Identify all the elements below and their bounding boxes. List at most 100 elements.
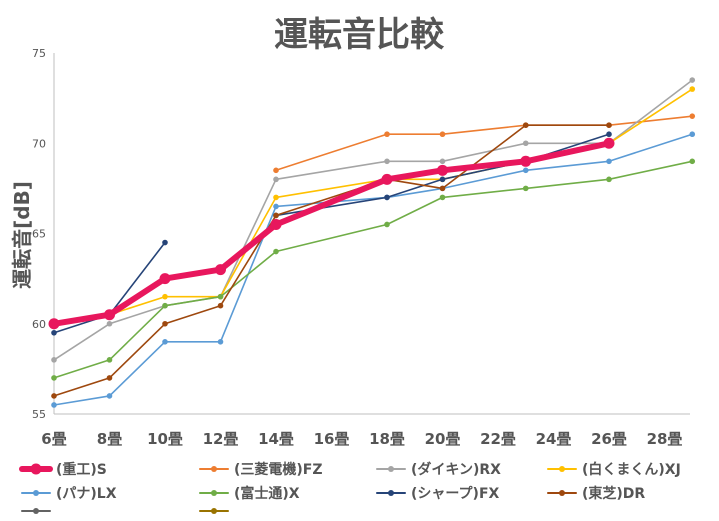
data-point (606, 158, 612, 165)
y-tick-label: 70 (32, 137, 46, 150)
legend-item: (白くまくん)XJ (547, 461, 681, 478)
data-point (384, 131, 390, 138)
data-point (689, 113, 696, 119)
series (48, 137, 615, 330)
data-point (381, 173, 393, 185)
x-tick-label: 6畳 (41, 430, 66, 448)
data-point (522, 140, 529, 147)
legend-swatch-marker (33, 490, 39, 496)
data-point (106, 320, 113, 327)
data-point (104, 309, 115, 321)
data-point (522, 185, 529, 192)
y-tick-label: 65 (32, 228, 46, 241)
data-point (606, 131, 612, 138)
x-tick-label: 22畳 (480, 430, 516, 448)
data-point (51, 357, 57, 363)
data-point (51, 393, 57, 399)
series-line (53, 133, 694, 406)
x-tick-label: 10畳 (147, 430, 183, 448)
legend-item: (富士通)X (199, 485, 300, 502)
legend-item: (ダイキン)RX (376, 461, 501, 478)
data-point (215, 264, 226, 276)
data-point (273, 212, 279, 219)
legend-item: (三菱電機)FZ (199, 461, 323, 478)
legend-item: (シャープ)FX (376, 486, 500, 502)
legend-label: (白くまくん)XJ (582, 461, 681, 478)
x-tick-label: 14畳 (258, 430, 294, 448)
legend-label: (東芝)DR (582, 485, 645, 502)
legend-swatch-marker (388, 490, 394, 496)
x-tick-label: 20畳 (425, 430, 461, 448)
legend-swatch-marker (559, 490, 565, 496)
data-point (217, 339, 224, 345)
legend-item: (東芝)DR (547, 485, 645, 502)
data-point (106, 357, 113, 363)
data-point (606, 176, 612, 183)
data-point (384, 221, 390, 228)
data-point (162, 239, 168, 246)
data-point (439, 176, 446, 183)
series (51, 77, 696, 363)
data-point (384, 194, 390, 201)
data-point (273, 194, 279, 201)
data-point (162, 320, 168, 327)
data-point (689, 131, 696, 138)
x-tick-label: 8畳 (97, 430, 122, 448)
legend-item (21, 508, 51, 514)
y-ticks: 55 60 65 70 75 (32, 47, 46, 421)
data-point (520, 155, 532, 167)
data-point (51, 375, 57, 381)
legend-label: (パナ)LX (56, 486, 117, 502)
legend-swatch-marker (33, 508, 39, 514)
data-point (217, 293, 224, 300)
data-point (106, 393, 113, 399)
data-point (606, 122, 612, 128)
legend-item: (パナ)LX (21, 486, 117, 502)
legend-item (199, 508, 229, 514)
legend-swatch-marker (211, 466, 217, 472)
data-point (270, 218, 282, 230)
data-point (162, 302, 168, 309)
y-tick-label: 55 (32, 408, 46, 421)
data-point (159, 273, 171, 285)
data-point (603, 137, 615, 149)
legend-label: (重工)S (56, 461, 107, 478)
data-point (689, 86, 696, 92)
legend-swatch-marker (211, 490, 217, 496)
legend-item: (重工)S (19, 461, 107, 478)
data-point (273, 248, 279, 255)
series-line (275, 115, 694, 172)
data-point (439, 185, 446, 192)
x-tick-label: 18畳 (369, 430, 405, 448)
data-point (384, 158, 390, 165)
x-tick-label: 16畳 (314, 430, 350, 448)
legend-label: (シャープ)FX (411, 486, 500, 502)
legend-swatch-marker (388, 466, 394, 472)
series-layer (48, 77, 696, 408)
data-point (51, 329, 57, 336)
series-line (53, 79, 694, 361)
data-point (689, 77, 696, 83)
x-ticks: 6畳 8畳 10畳 12畳 14畳 16畳 18畳 20畳 22畳 24畳 26畳 28畳 (41, 430, 682, 448)
data-point (48, 318, 60, 330)
series-line (53, 160, 694, 379)
data-point (106, 375, 113, 381)
data-point (437, 164, 448, 176)
data-point (439, 131, 446, 138)
legend: (重工)S (三菱電機)FZ (ダイキン)RX (白くまくん)XJ (パナ)LX (富士通… (19, 461, 681, 514)
data-point (273, 167, 279, 174)
data-point (217, 302, 224, 309)
legend-label: (富士通)X (234, 485, 300, 502)
x-tick-label: 12畳 (203, 430, 239, 448)
legend-label: (三菱電機)FZ (234, 461, 323, 478)
data-point (273, 176, 279, 183)
chart-title: 運転音比較 (274, 15, 445, 55)
series (51, 131, 696, 408)
y-tick-label: 60 (32, 318, 46, 331)
data-point (439, 158, 446, 165)
data-point (162, 293, 168, 300)
legend-swatch-marker (559, 466, 565, 472)
x-tick-label: 24畳 (536, 430, 572, 448)
